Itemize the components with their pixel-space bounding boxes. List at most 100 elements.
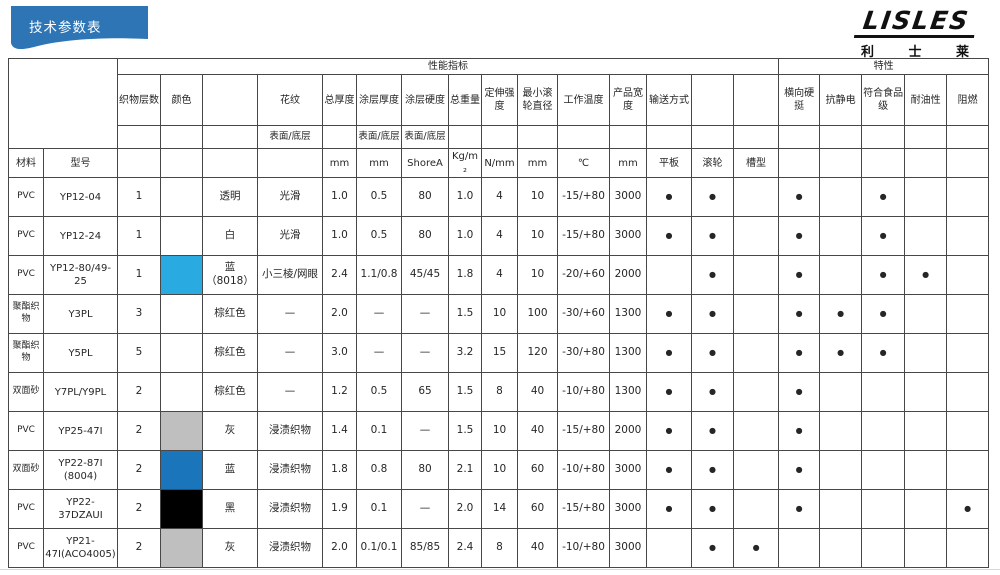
- col-header-coating-hardness: 涂层硬度: [401, 74, 449, 126]
- color-swatch: [160, 177, 203, 217]
- blank-cell: [819, 125, 863, 149]
- cell-strength: 8: [481, 372, 518, 412]
- cell-color-name: 蓝: [202, 450, 258, 490]
- unit-width-mm: mm: [609, 148, 647, 178]
- blank-cell: [609, 125, 647, 149]
- cell-layers: 1: [117, 255, 161, 295]
- cell-roller: ●: [691, 333, 734, 373]
- col-header-working-temperature: 工作温度: [557, 74, 610, 126]
- unit-coating-thickness-mm: mm: [356, 148, 402, 178]
- blank-cell: [732, 125, 780, 149]
- cell-food: [861, 489, 906, 529]
- title-banner: 技术参数表: [8, 5, 150, 53]
- cell-coating-thickness: —: [356, 294, 402, 334]
- cell-width: 2000: [609, 255, 647, 295]
- unit-celsius: ℃: [557, 148, 610, 178]
- cell-coating-hardness: 65: [401, 372, 449, 412]
- cell-pattern: —: [257, 333, 323, 373]
- cell-stiff: ●: [778, 177, 821, 217]
- cell-roller: ●: [691, 294, 734, 334]
- unit-kg-per-m2: Kg/m₂: [448, 148, 482, 178]
- cell-model: YP22-87I (8004): [43, 450, 118, 490]
- cell-coating-thickness: 0.1: [356, 411, 402, 451]
- cell-coating-thickness: 0.5: [356, 216, 402, 256]
- cell-stiff: [778, 528, 821, 568]
- cell-min-roller: 120: [517, 333, 558, 373]
- cell-antistatic: [819, 489, 863, 529]
- subheader-hardness-surface-bottom: 表面/底层: [401, 125, 449, 149]
- cell-food: [861, 450, 906, 490]
- blank-cell: [819, 148, 863, 178]
- cell-oil: ●: [904, 255, 948, 295]
- cell-flame: [946, 333, 990, 373]
- cell-coating-hardness: 45/45: [401, 255, 449, 295]
- cell-width: 2000: [609, 411, 647, 451]
- cell-roller: ●: [691, 489, 734, 529]
- color-swatch: [160, 528, 203, 568]
- blank-cell: [257, 148, 323, 178]
- blank-cell: [778, 148, 821, 178]
- cell-coating-thickness: 0.1/0.1: [356, 528, 402, 568]
- col-header-oil-resistant: 耐油性: [904, 74, 948, 126]
- cell-strength: 10: [481, 294, 518, 334]
- col-header-anti-static: 抗静电: [819, 74, 863, 126]
- blank-cell: [517, 125, 558, 149]
- cell-color-name: 蓝（8018）: [202, 255, 258, 295]
- cell-total-thickness: 3.0: [322, 333, 357, 373]
- cell-model: YP12-80/49-25: [43, 255, 118, 295]
- cell-antistatic: [819, 411, 863, 451]
- cell-food: ●: [861, 255, 906, 295]
- cell-roller: ●: [691, 450, 734, 490]
- cell-flat: ●: [646, 489, 692, 529]
- cell-trough: [732, 489, 780, 529]
- cell-total-thickness: 1.0: [322, 216, 357, 256]
- cell-trough: [732, 450, 780, 490]
- cell-temp: -20/+60: [557, 255, 610, 295]
- cell-flat: ●: [646, 372, 692, 412]
- cell-weight: 1.8: [448, 255, 482, 295]
- col-header-food-grade: 符合食品级: [861, 74, 906, 126]
- cell-total-thickness: 1.8: [322, 450, 357, 490]
- cell-oil: [904, 333, 948, 373]
- cell-temp: -15/+80: [557, 216, 610, 256]
- cell-min-roller: 60: [517, 489, 558, 529]
- col-header-total-weight: 总重量: [448, 74, 482, 126]
- cell-oil: [904, 216, 948, 256]
- col-header-coating-thickness: 涂层厚度: [356, 74, 402, 126]
- cell-width: 1300: [609, 333, 647, 373]
- cell-weight: 1.0: [448, 216, 482, 256]
- cell-stiff: ●: [778, 255, 821, 295]
- cell-flat: ●: [646, 333, 692, 373]
- page-title: 技术参数表: [29, 20, 102, 36]
- col-header-fabric-layers: 织物层数: [117, 74, 161, 126]
- blank-cell: [160, 125, 203, 149]
- cell-flame: ●: [946, 489, 990, 529]
- cell-roller: ●: [691, 411, 734, 451]
- unit-min-roller-mm: mm: [517, 148, 558, 178]
- cell-pattern: 光滑: [257, 177, 323, 217]
- group-header-performance: 性能指标: [116, 58, 780, 75]
- cell-coating-hardness: —: [401, 294, 449, 334]
- table-row: PVC YP25-47I 2 灰浸渍织物 1.4 0.1—1.5 10 40 -15/+80 20…: [8, 411, 990, 451]
- cell-flat: [646, 255, 692, 295]
- cell-antistatic: ●: [819, 294, 863, 334]
- subheader-pattern-surface-bottom: 表面/底层: [257, 125, 323, 149]
- cell-min-roller: 60: [517, 450, 558, 490]
- cell-trough: [732, 177, 780, 217]
- cell-width: 3000: [609, 177, 647, 217]
- cell-coating-hardness: 85/85: [401, 528, 449, 568]
- cell-stiff: ●: [778, 411, 821, 451]
- cell-layers: 2: [117, 528, 161, 568]
- cell-food: ●: [861, 294, 906, 334]
- cell-oil: [904, 294, 948, 334]
- cell-color-name: 灰: [202, 411, 258, 451]
- unit-n-per-mm: N/mm: [481, 148, 518, 178]
- cell-flame: [946, 216, 990, 256]
- color-swatch: [160, 216, 203, 256]
- table-row: PVC YP12-80/49-25 1 蓝（8018） 小三棱/网眼 2.4 1.1/0.8…: [8, 255, 990, 295]
- cell-flame: [946, 177, 990, 217]
- cell-layers: 3: [117, 294, 161, 334]
- cell-model: Y3PL: [43, 294, 118, 334]
- cell-total-thickness: 2.0: [322, 528, 357, 568]
- cell-weight: 1.5: [448, 294, 482, 334]
